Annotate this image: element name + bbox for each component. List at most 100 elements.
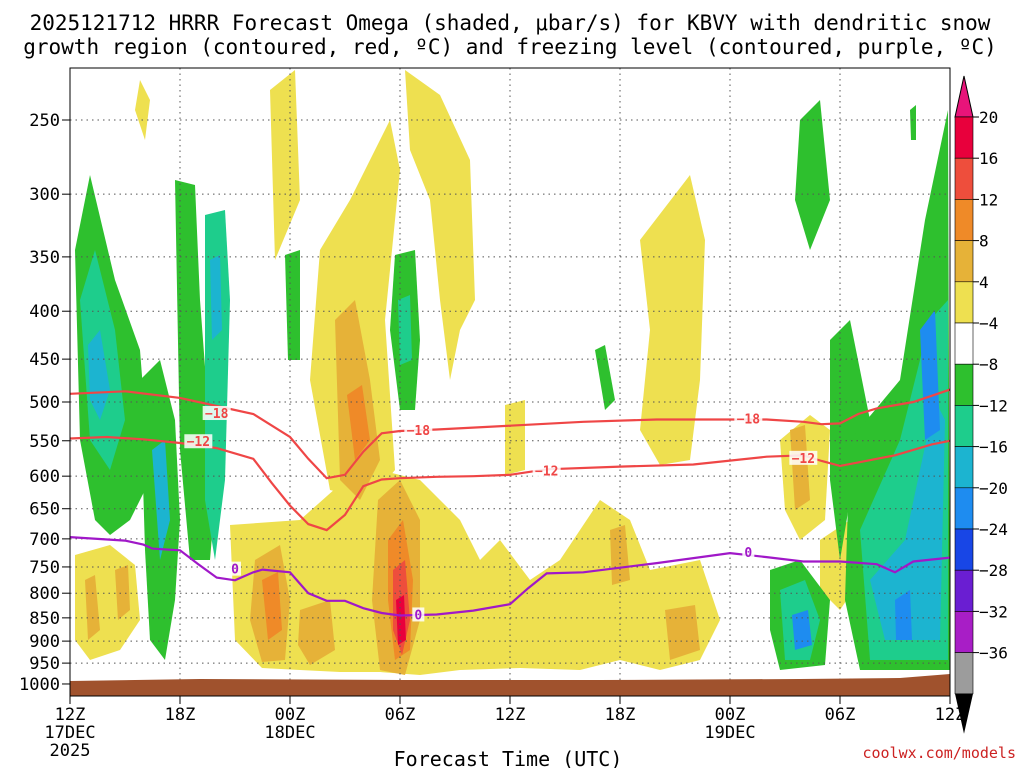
contour-label: 0 <box>231 563 239 578</box>
contour-label: 0 <box>744 546 752 561</box>
omega-region <box>115 565 130 620</box>
omega-region <box>152 440 170 560</box>
x-axis-label: Forecast Time (UTC) <box>394 747 623 768</box>
y-tick-label: 850 <box>29 609 60 629</box>
x-tick-label: 00Z <box>715 705 746 725</box>
colorbar-label: 16 <box>979 149 998 168</box>
omega-region <box>135 80 150 140</box>
omega-region <box>795 100 830 250</box>
colorbar-label: −36 <box>979 644 1008 663</box>
omega-region <box>262 572 282 640</box>
colorbar-swatch <box>954 652 974 695</box>
omega-region <box>792 610 812 650</box>
contour-label-bg <box>532 463 561 478</box>
y-tick-label: 950 <box>29 654 60 674</box>
y-tick-label: 600 <box>29 467 60 487</box>
colorbar-swatch <box>954 116 974 159</box>
y-tick-label: 500 <box>29 393 60 413</box>
colorbar-swatch <box>954 240 974 283</box>
y-tick-label: 1000 <box>19 675 60 695</box>
x-tick-label: 12Z <box>935 705 966 725</box>
contour-label-bg <box>789 450 818 465</box>
x-tick-label: 00Z <box>275 705 306 725</box>
omega-region <box>230 470 720 675</box>
omega-region <box>270 70 300 260</box>
contour-label-bg <box>404 423 433 438</box>
omega-region <box>398 295 412 365</box>
contour-label-bg <box>734 411 763 426</box>
contour-label-bg <box>202 406 231 421</box>
chart-title-line2: growth region (contoured, red, ºC) and f… <box>23 35 997 59</box>
colorbar-label: −20 <box>979 479 1008 498</box>
omega-region <box>88 330 110 420</box>
colorbar-swatch <box>954 157 974 200</box>
contour-label: −18 <box>407 424 431 439</box>
omega-region <box>910 105 916 140</box>
y-tick-label: 300 <box>29 185 60 205</box>
contour-label: 0 <box>414 608 422 623</box>
omega-region <box>790 425 810 510</box>
colorbar-label: 4 <box>979 273 989 292</box>
colorbar-swatch <box>954 363 974 406</box>
y-tick-label: 650 <box>29 500 60 520</box>
y-tick-label: 250 <box>29 111 60 131</box>
colorbar-swatch <box>954 487 974 530</box>
colorbar-bottom-arrow <box>955 693 973 734</box>
omega-region <box>610 525 630 585</box>
omega-region <box>210 255 222 340</box>
x-tick-date: 18DEC <box>264 723 315 743</box>
omega-region <box>298 600 335 665</box>
x-tick-label: 06Z <box>825 705 856 725</box>
y-tick-label: 400 <box>29 302 60 322</box>
omega-region <box>870 400 945 640</box>
colorbar-label: −24 <box>979 520 1008 539</box>
colorbar: 20 16 12 8 4 −4 −8 −12 −16 −20 −24 −28 −32 −36 <box>954 75 1008 734</box>
contour-lines: −18 −18 −18 −12 −12 −12 0 0 0 <box>70 388 950 623</box>
x-tick-year: 2025 <box>50 741 91 761</box>
contour-label: −12 <box>792 452 815 467</box>
omega-region <box>895 590 912 640</box>
x-tick-date: 19DEC <box>704 723 755 743</box>
x-tick-label: 18Z <box>605 705 636 725</box>
colorbar-label: −28 <box>979 561 1008 580</box>
y-tick-label: 450 <box>29 350 60 370</box>
colorbar-swatch <box>954 528 974 571</box>
terrain <box>70 674 950 696</box>
y-tick-label: 900 <box>29 632 60 652</box>
contour-label-bg <box>229 561 241 576</box>
omega-region <box>595 345 615 410</box>
chart-title-line1: 2025121712 HRRR Forecast Omega (shaded, … <box>30 11 991 35</box>
x-tick-label: 12Z <box>495 705 526 725</box>
contour-isotherm-0 <box>70 536 950 617</box>
contour-label-bg <box>184 434 213 449</box>
colorbar-swatch <box>954 405 974 447</box>
y-tick-label: 550 <box>29 432 60 452</box>
colorbar-swatch <box>954 199 974 241</box>
colorbar-top-arrow <box>954 75 974 118</box>
colorbar-swatch <box>954 322 974 365</box>
colorbar-label: −12 <box>979 396 1008 415</box>
omega-region <box>505 400 525 475</box>
y-tick-label: 700 <box>29 530 60 550</box>
colorbar-swatch <box>954 569 974 612</box>
colorbar-swatch <box>954 446 974 489</box>
x-tick-label: 12Z <box>55 705 86 725</box>
colorbar-label: 20 <box>979 108 998 127</box>
colorbar-label: −32 <box>979 602 1008 621</box>
colorbar-swatch <box>954 611 974 653</box>
omega-region <box>405 70 475 380</box>
colorbar-swatch <box>954 281 974 324</box>
omega-region <box>665 605 700 660</box>
x-tick-label: 18Z <box>165 705 196 725</box>
y-axis: 250 300 350 400 450 500 550 600 650 700 750 800 850 9… <box>19 111 70 695</box>
contour-label: −12 <box>187 435 210 450</box>
contour-isotherm-minus12 <box>70 435 950 532</box>
y-tick-label: 350 <box>29 248 60 268</box>
colorbar-label: −4 <box>979 314 998 333</box>
omega-region <box>396 595 406 645</box>
colorbar-label: −8 <box>979 355 998 374</box>
contour-label: −18 <box>205 407 229 422</box>
credit-text: coolwx.com/models <box>862 744 1016 762</box>
